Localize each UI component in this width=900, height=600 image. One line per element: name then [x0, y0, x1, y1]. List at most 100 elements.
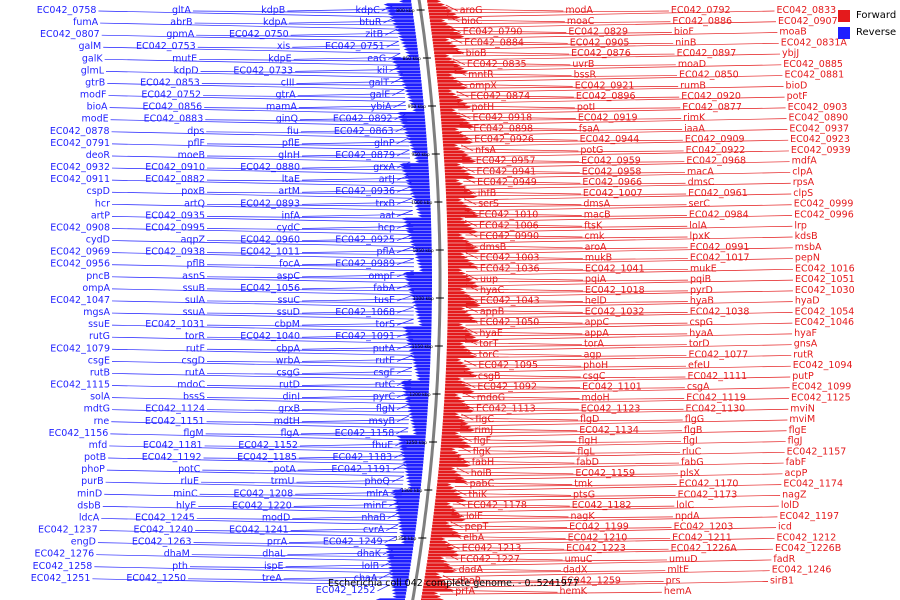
reverse-feature-arrow: [412, 108, 425, 112]
reverse-feature-arrow: [392, 595, 406, 598]
reverse-leader-line: [111, 203, 413, 211]
forward-feature-arrow: [439, 464, 472, 467]
forward-leader-line: [442, 579, 560, 582]
reverse-feature-arrow: [389, 576, 409, 579]
forward-leader-line: [439, 591, 662, 595]
reverse-leader-line: [392, 89, 405, 96]
reverse-gene-label: putA: [373, 343, 396, 354]
forward-leader-line: [459, 127, 577, 130]
reverse-gene-label: mdoC: [177, 380, 205, 391]
forward-gene-label: EC042_1101: [582, 382, 642, 393]
reverse-leader-line: [111, 312, 414, 320]
forward-leader-line: [464, 202, 582, 206]
reverse-feature-arrow: [391, 492, 420, 496]
reverse-feature-arrow: [397, 73, 421, 77]
reverse-feature-arrow: [403, 275, 432, 278]
forward-leader-line: [461, 139, 789, 147]
reverse-leader-line: [94, 566, 392, 574]
reverse-leader-line: [111, 385, 411, 392]
forward-gene-label: EC042_0949: [477, 177, 537, 188]
forward-leader-line: [453, 62, 571, 66]
forward-feature-arrow: [447, 233, 463, 237]
forward-feature-arrow: [437, 480, 468, 483]
reverse-gene-label: mutE: [172, 53, 197, 64]
forward-feature-arrow: [422, 588, 455, 592]
reverse-gene-label: EC042_1047: [50, 295, 110, 306]
reverse-feature-arrow: [390, 57, 419, 61]
reverse-feature-arrow: [398, 35, 417, 38]
reverse-gene-label: EC042_1068: [335, 307, 395, 318]
forward-feature-arrow: [447, 278, 473, 282]
forward-leader-line: [465, 252, 478, 259]
forward-feature-arrow: [447, 230, 479, 234]
reverse-feature-arrow: [412, 432, 426, 435]
forward-leader-line: [464, 204, 792, 212]
forward-leader-line: [455, 83, 573, 87]
reverse-leader-line: [301, 334, 414, 338]
forward-gene-label: EC042_0958: [582, 166, 642, 177]
reverse-feature-arrow: [405, 179, 430, 182]
forward-gene-label: flgI: [683, 436, 698, 447]
forward-gene-label: ninB: [675, 37, 696, 48]
forward-leader-line: [442, 570, 770, 578]
forward-gene-label: rutR: [793, 349, 814, 360]
forward-feature-arrow: [430, 537, 446, 541]
reverse-leader-line: [192, 10, 395, 14]
reverse-feature-arrow: [411, 425, 427, 429]
reverse-feature-arrows: [375, 0, 432, 600]
forward-feature-arrow: [442, 428, 475, 432]
reverse-gene-label: msyB: [369, 416, 395, 427]
reverse-leader-line: [202, 469, 405, 473]
forward-gene-label: EC042_1043: [480, 296, 540, 307]
reverse-leader-line: [298, 105, 406, 109]
reverse-feature-arrow: [403, 329, 432, 333]
forward-gene-label: EC042_0874: [470, 91, 530, 102]
reverse-leader-line: [301, 153, 410, 157]
reverse-feature-arrow: [399, 163, 429, 166]
reverse-leader-line: [396, 246, 414, 253]
reverse-leader-line: [111, 131, 409, 139]
forward-feature-arrow: [435, 64, 461, 67]
forward-gene-label: helD: [585, 296, 607, 307]
reverse-feature-arrow: [401, 457, 424, 461]
reverse-feature-arrow: [390, 579, 409, 582]
forward-feature-arrow: [432, 518, 466, 522]
forward-gene-label: efeU: [688, 360, 710, 371]
forward-leader-line: [465, 234, 583, 238]
reverse-gene-label: minC: [173, 488, 198, 499]
forward-feature-arrow: [426, 563, 451, 566]
reverse-leader-line: [201, 83, 404, 86]
forward-feature-arrow: [445, 179, 460, 182]
forward-leader-line: [454, 73, 572, 76]
forward-gene-label: EC042_1003: [480, 253, 540, 264]
forward-feature-arrow: [432, 35, 465, 38]
forward-leader-line: [462, 161, 685, 165]
reverse-gene-label: dsbB: [77, 500, 101, 511]
forward-gene-label: EC042_0920: [681, 91, 741, 102]
forward-gene-label: fabD: [576, 457, 599, 468]
reverse-gene-label: mamA: [266, 102, 297, 113]
reverse-feature-arrow: [399, 76, 422, 80]
forward-gene-label: appC: [585, 317, 610, 328]
reverse-feature-arrow: [402, 460, 424, 464]
forward-feature-arrow: [447, 240, 470, 243]
reverse-gene-label: csgG: [276, 367, 300, 378]
forward-feature-arrow: [440, 115, 464, 118]
forward-gene-label: EC042_0999: [794, 199, 854, 210]
reverse-leader-line: [111, 324, 414, 332]
reverse-gene-label: dinI: [283, 392, 301, 403]
reverse-feature-arrow: [408, 99, 424, 102]
forward-leader-line: [465, 268, 793, 276]
reverse-gene-label: btuR: [359, 17, 382, 28]
forward-leader-line: [464, 215, 687, 218]
reverse-leader-line: [396, 355, 413, 362]
forward-feature-arrow: [441, 128, 459, 131]
forward-leader-line: [465, 310, 583, 313]
reverse-feature-arrow: [398, 444, 425, 448]
forward-leader-line: [458, 107, 681, 111]
forward-feature-arrow: [436, 73, 453, 77]
reverse-feature-arrow: [400, 454, 424, 458]
reverse-feature-arrow: [417, 320, 432, 323]
